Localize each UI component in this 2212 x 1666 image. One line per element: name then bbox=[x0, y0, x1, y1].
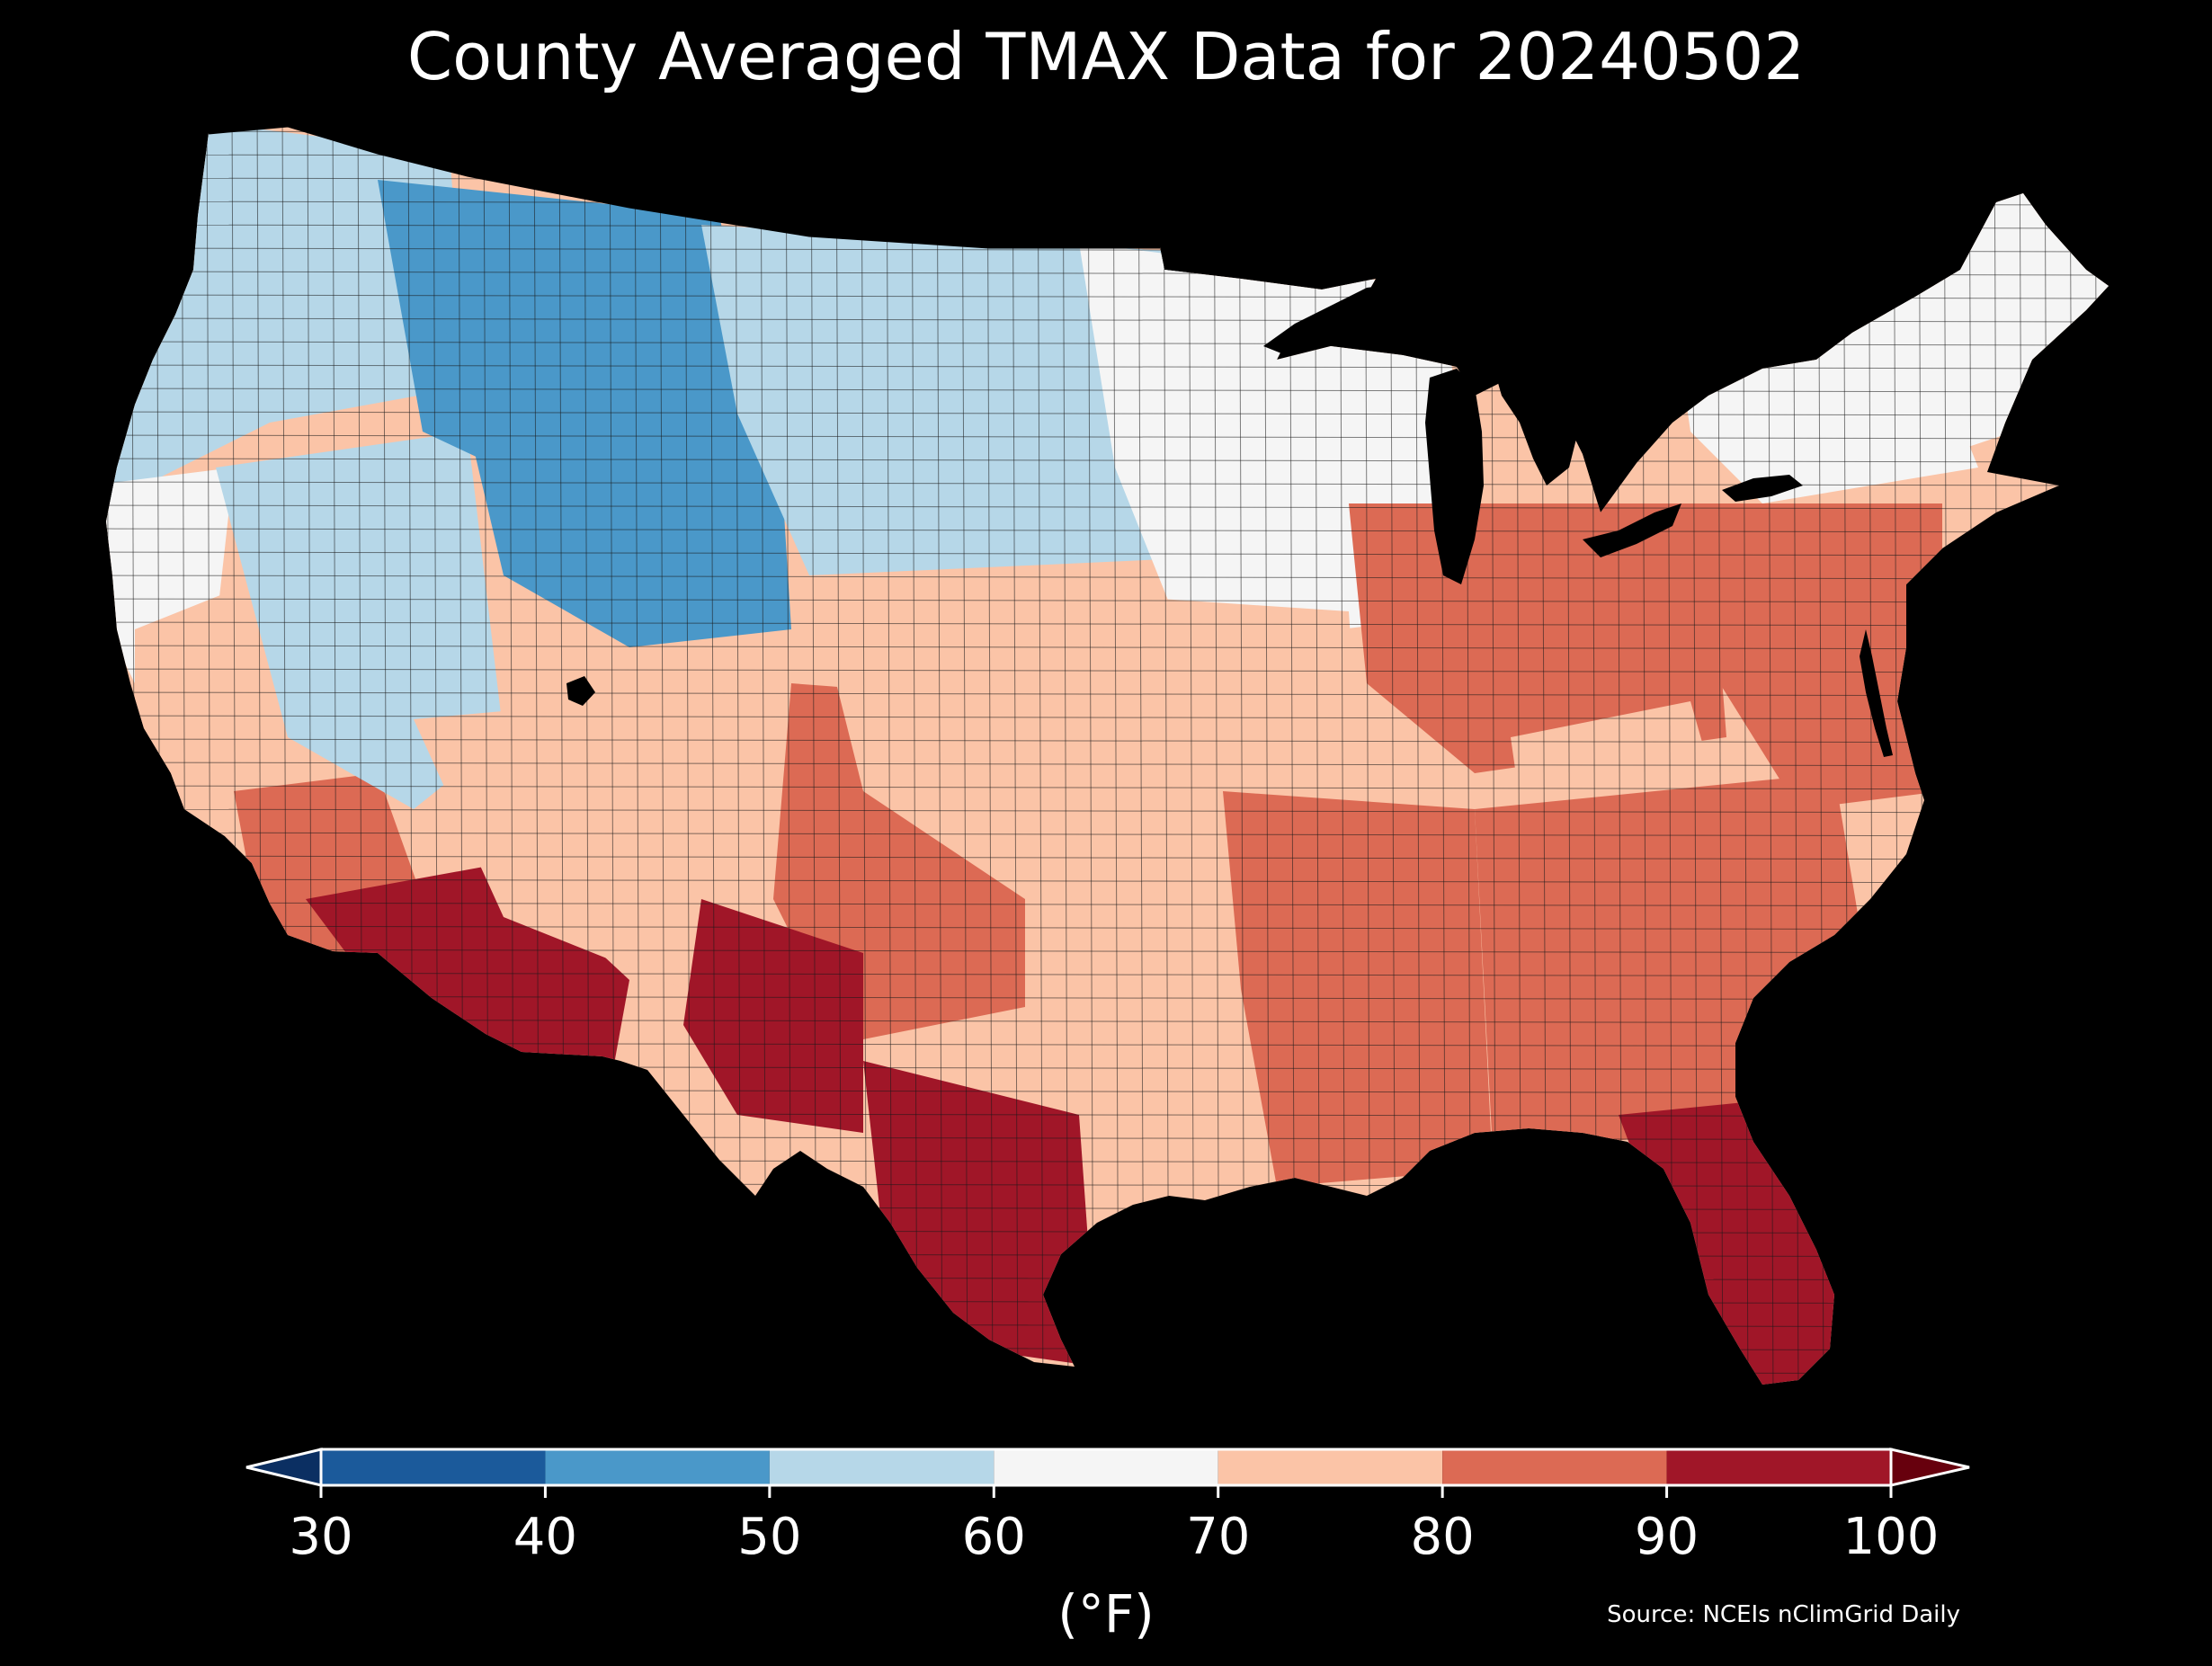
colorbar-bin-30-40 bbox=[321, 1449, 546, 1485]
county-border-line bbox=[106, 575, 2109, 580]
region-northern-plains bbox=[701, 225, 1205, 575]
colorbar-units-label: (°F) bbox=[1057, 1583, 1155, 1644]
colorbar-tick-label: 90 bbox=[1634, 1508, 1699, 1566]
map-title: County Averaged TMAX Data for 20240502 bbox=[406, 19, 1806, 94]
county-border-line bbox=[106, 785, 2109, 790]
county-border-line bbox=[106, 434, 2109, 440]
county-border-line bbox=[106, 691, 2109, 697]
county-border-line bbox=[106, 504, 2109, 510]
colorbar-bin-40-50 bbox=[545, 1449, 770, 1485]
lake-ontario bbox=[1722, 475, 1803, 502]
county-border-line bbox=[106, 715, 2109, 720]
colorbar-bin-60-70 bbox=[994, 1449, 1218, 1485]
lake-superior bbox=[1263, 286, 1380, 355]
colorbar-under-arrow bbox=[245, 1448, 323, 1487]
county-border-line bbox=[1238, 126, 1245, 1385]
county-border-line bbox=[106, 528, 2109, 533]
colorbar-over-arrow bbox=[1889, 1448, 1970, 1487]
colorbar-tick-label: 70 bbox=[1186, 1508, 1251, 1566]
conus-outline bbox=[208, 124, 1160, 249]
county-border-line bbox=[1037, 126, 1044, 1385]
colorbar-bin-90-100 bbox=[1666, 1449, 1891, 1485]
colorbar-frame bbox=[319, 1448, 1893, 1487]
county-border-line bbox=[1213, 126, 1220, 1385]
colorbar-tick-label: 80 bbox=[1410, 1508, 1475, 1566]
county-border-line bbox=[961, 126, 968, 1385]
lake-huron bbox=[1493, 364, 1578, 486]
colorbar-tick-label: 30 bbox=[289, 1508, 353, 1566]
county-border-line bbox=[936, 126, 943, 1385]
source-note: Source: NCEIs nClimGrid Daily bbox=[1607, 1601, 1960, 1628]
county-border-line bbox=[106, 598, 2109, 603]
county-border-line bbox=[106, 832, 2109, 837]
region-four-corners bbox=[414, 683, 863, 989]
county-border-line bbox=[1087, 126, 1094, 1385]
county-border-line bbox=[1112, 126, 1119, 1385]
county-border-line bbox=[911, 126, 918, 1385]
county-border-line bbox=[106, 808, 2109, 814]
county-border-line bbox=[106, 902, 2109, 907]
colorbar-tick-label: 100 bbox=[1842, 1508, 1940, 1566]
county-border-line bbox=[106, 551, 2109, 557]
great-lakes bbox=[566, 286, 1893, 757]
county-border-line bbox=[886, 126, 893, 1385]
region-mississippi-valley bbox=[1223, 791, 1493, 1187]
chesapeake-bay bbox=[1860, 629, 1893, 757]
lake-erie bbox=[1583, 503, 1681, 557]
county-border-line bbox=[106, 411, 2109, 416]
colorbar-tick-label: 60 bbox=[961, 1508, 1026, 1566]
county-border-line bbox=[1137, 126, 1145, 1385]
county-border-line bbox=[106, 855, 2109, 860]
region-west-texas bbox=[683, 899, 863, 1133]
county-border-line bbox=[106, 621, 2109, 627]
county-border-line bbox=[106, 388, 2109, 393]
county-border-line bbox=[1188, 126, 1195, 1385]
county-border-line bbox=[106, 878, 2109, 884]
colorbar-tick-label: 40 bbox=[513, 1508, 578, 1566]
county-border-line bbox=[106, 738, 2109, 744]
county-border-line bbox=[1163, 126, 1170, 1385]
county-border-line bbox=[106, 645, 2109, 650]
colorbar-bin-50-60 bbox=[769, 1449, 995, 1485]
county-border-line bbox=[861, 126, 868, 1385]
county-border-line bbox=[106, 762, 2109, 767]
county-border-line bbox=[106, 364, 2109, 370]
county-border-line bbox=[106, 458, 2109, 463]
region-south-texas bbox=[863, 1061, 1097, 1367]
county-border-line bbox=[106, 949, 2109, 954]
colorbar-bin-70-80 bbox=[1217, 1449, 1443, 1485]
county-border-line bbox=[106, 668, 2109, 673]
colorbar-tick-label: 50 bbox=[737, 1508, 802, 1566]
county-border-line bbox=[1062, 126, 1069, 1385]
colorbar-bin-80-90 bbox=[1442, 1449, 1667, 1485]
county-border-line bbox=[986, 126, 994, 1385]
county-border-line bbox=[106, 925, 2109, 931]
great-salt-lake bbox=[566, 676, 595, 706]
county-border-line bbox=[1012, 126, 1019, 1385]
lake-michigan bbox=[1425, 369, 1484, 584]
